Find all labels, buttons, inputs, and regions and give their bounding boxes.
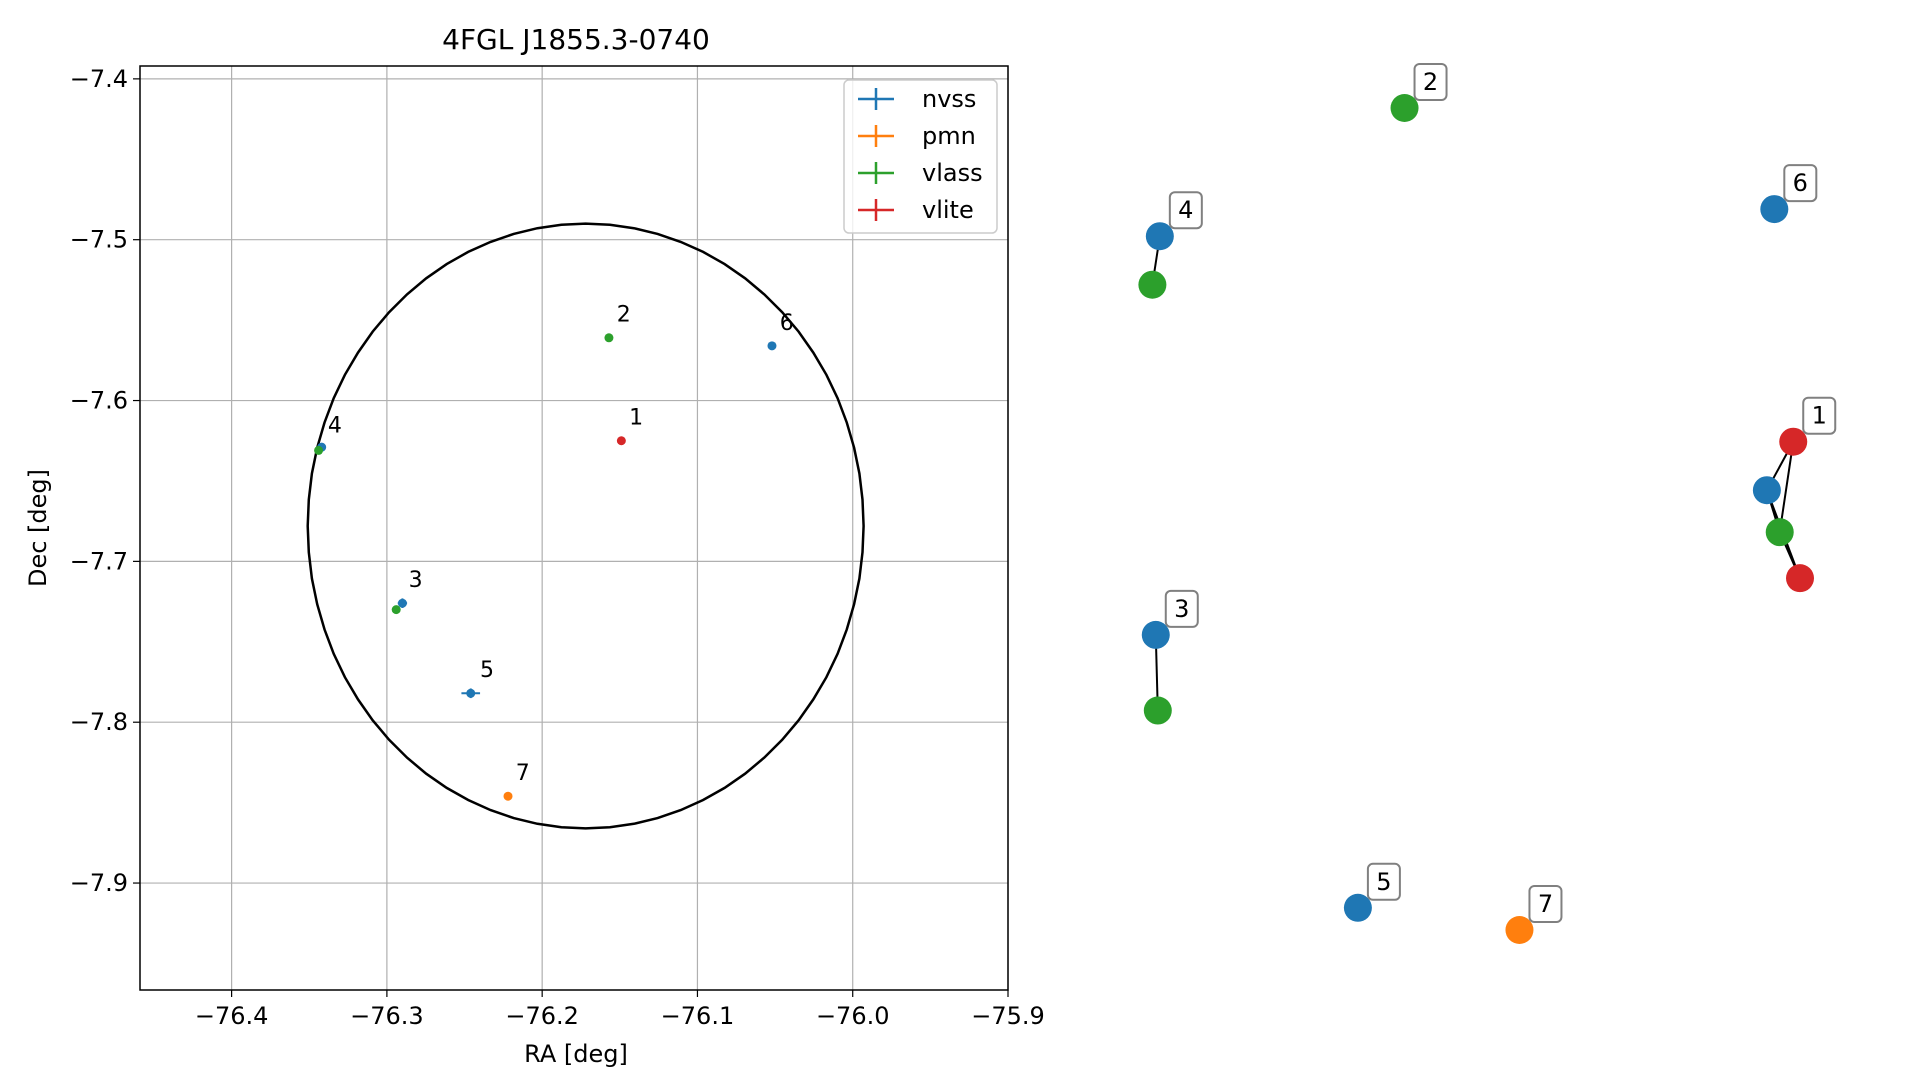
network-edge	[1778, 441, 1795, 533]
legend-label: nvss	[922, 85, 976, 113]
legend-box	[843, 79, 998, 234]
node-label: 3	[1174, 595, 1189, 623]
pmn-node	[1505, 916, 1534, 944]
node-label-box	[1783, 164, 1818, 203]
nvss-node	[1760, 195, 1789, 224]
vlite-node	[1779, 427, 1808, 456]
y-tick-label: −7.4	[70, 65, 128, 93]
legend-label: vlass	[922, 159, 983, 187]
y-tick-label: −7.7	[70, 547, 128, 575]
point-labels: 1 2 3 4 5 6 7	[328, 303, 794, 786]
node-label: 1	[1812, 402, 1827, 430]
legend-label: vlite	[922, 196, 974, 224]
y-axis-label: Dec [deg]	[24, 469, 52, 587]
nvss-node	[1752, 476, 1781, 505]
point-label: 4	[328, 414, 342, 439]
vlass-point	[314, 445, 324, 455]
vlite-node	[1786, 564, 1814, 593]
node-label-box	[1802, 396, 1837, 435]
nvss-point	[397, 598, 407, 608]
nvss-point	[466, 688, 476, 698]
nvss-node	[1343, 893, 1372, 922]
localization-ellipse	[306, 222, 865, 830]
node-label-box	[1164, 589, 1199, 628]
nvss-node	[1145, 222, 1174, 251]
x-tick-label: −76.1	[661, 1002, 735, 1030]
point-label: 6	[780, 311, 794, 336]
node-label-box	[1366, 862, 1401, 901]
vlass-node	[1138, 270, 1167, 299]
point-label: 3	[409, 568, 423, 593]
node-label: 2	[1423, 68, 1438, 96]
legend-label: pmn	[922, 122, 976, 150]
node-label-box	[1413, 63, 1448, 101]
network-labels: 2 6 4 1 3 5 7	[1164, 63, 1837, 923]
x-tick-label: −76.3	[350, 1002, 424, 1030]
y-tick-label: −7.9	[70, 869, 128, 897]
node-label: 5	[1376, 868, 1391, 896]
point-label: 5	[480, 658, 494, 683]
x-axis-label: RA [deg]	[524, 1040, 628, 1068]
plot-frame	[139, 65, 1009, 991]
y-tick-label: −7.8	[70, 708, 128, 736]
vlass-node	[1765, 518, 1794, 547]
network-edges	[1151, 236, 1801, 711]
node-label: 4	[1178, 196, 1193, 224]
nvss-point	[767, 341, 777, 351]
x-tick-label: −76.2	[505, 1002, 579, 1030]
point-label: 1	[629, 406, 643, 431]
vlass-point	[604, 333, 614, 343]
node-label-box	[1528, 885, 1563, 923]
x-tick-label: −76.0	[816, 1002, 890, 1030]
vlass-node	[1143, 696, 1172, 725]
node-label-box	[1168, 191, 1203, 230]
point-label: 7	[516, 761, 530, 786]
x-tick-label: −75.9	[971, 1002, 1045, 1030]
y-tick-label: −7.6	[70, 387, 128, 415]
vlite-point	[616, 436, 626, 446]
network-nodes	[1138, 94, 1814, 944]
nvss-node	[1141, 620, 1170, 649]
pmn-point	[503, 791, 513, 801]
vlass-node	[1390, 94, 1419, 122]
y-tick-label: −7.5	[70, 226, 128, 254]
network-panel: 2 6 4 1 3 5 7	[1138, 63, 1837, 944]
node-label: 7	[1538, 890, 1553, 918]
vlass-point	[391, 605, 401, 615]
data-points	[314, 333, 777, 801]
chart-title: 4FGL J1855.3-0740	[442, 23, 710, 56]
node-label: 6	[1793, 169, 1808, 197]
ticks: −76.4 −76.3 −76.2 −76.1 −76.0 −75.9 −7.4 −7.5 −7…	[70, 65, 1045, 1030]
ellipse-layer	[306, 222, 865, 830]
point-label: 2	[617, 303, 631, 328]
legend: nvss pmn vlass vlite	[843, 79, 998, 234]
x-tick-label: −76.4	[195, 1002, 269, 1030]
